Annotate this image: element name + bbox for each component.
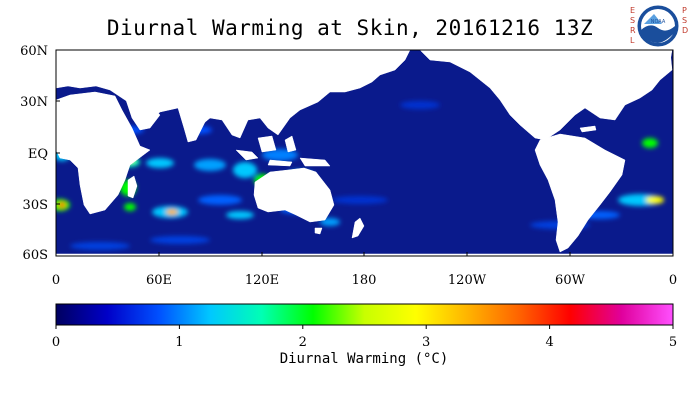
japan-land	[297, 87, 317, 107]
svg-text:R: R	[630, 26, 636, 35]
lat-label-30n: 30N	[20, 95, 48, 110]
colorbar-tick-label: 0	[52, 335, 60, 350]
lat-label-30s: 30S	[23, 198, 48, 213]
map-title: Diurnal Warming at Skin, 20161216 13Z	[106, 16, 594, 40]
lon-label-60e: 60E	[146, 273, 172, 288]
arabia-land	[125, 99, 161, 131]
lat-label-60s: 60S	[23, 248, 48, 263]
borneo-land	[257, 135, 277, 153]
svg-text:S: S	[630, 16, 635, 25]
svg-text:P: P	[682, 6, 687, 15]
tasmania-land	[314, 227, 323, 235]
latitude-axis: 60N 30N EQ 30S 60S	[20, 44, 60, 263]
longitude-axis: 0 60E 120E 180 120W 60W 0	[52, 252, 677, 288]
lon-label-0-east: 0	[669, 273, 677, 288]
svg-text:E: E	[630, 6, 635, 15]
colorbar-tick-label: 4	[545, 335, 553, 350]
lat-label-60n: 60N	[20, 44, 48, 59]
greenland-land	[639, 50, 673, 69]
lon-label-0: 0	[52, 273, 60, 288]
newzealand-land	[351, 217, 365, 239]
newguinea-land	[299, 157, 331, 167]
colorbar-ramp	[55, 303, 674, 326]
land-masses	[56, 50, 673, 256]
svg-text:D: D	[682, 26, 688, 35]
svg-text:S: S	[682, 16, 687, 25]
colorbar-ticks: 0 1 2 3 4 5	[52, 325, 677, 350]
lon-label-120w: 120W	[448, 273, 487, 288]
madagascar-land	[127, 175, 138, 199]
lon-label-60w: 60W	[555, 273, 586, 288]
lon-label-120e: 120E	[245, 273, 279, 288]
australia-land	[253, 167, 335, 223]
colorbar-tick-label: 3	[422, 335, 430, 350]
lon-label-180: 180	[352, 273, 377, 288]
india-land	[177, 107, 206, 143]
colorbar-title: Diurnal Warming (°C)	[280, 351, 449, 367]
noaa-seal-icon: NOAA	[636, 4, 680, 48]
africa-land	[56, 91, 151, 215]
colorbar: 0 1 2 3 4 5 Diurnal Warming (°C)	[52, 303, 677, 367]
colorbar-tick-label: 2	[299, 335, 307, 350]
south-america-land	[534, 133, 626, 253]
colorbar-tick-label: 5	[669, 335, 677, 350]
lat-label-eq: EQ	[28, 147, 48, 162]
esrl-psd-logo: E S R L P S D NOAA	[630, 4, 688, 48]
indonesia-land	[235, 149, 259, 161]
svg-text:NOAA: NOAA	[651, 19, 666, 25]
north-america-land	[419, 50, 673, 141]
svg-text:L: L	[630, 36, 635, 45]
colorbar-tick-label: 1	[175, 335, 183, 350]
esrl-letters: E S R L P S D	[630, 6, 688, 45]
eurasia-land	[56, 50, 411, 139]
